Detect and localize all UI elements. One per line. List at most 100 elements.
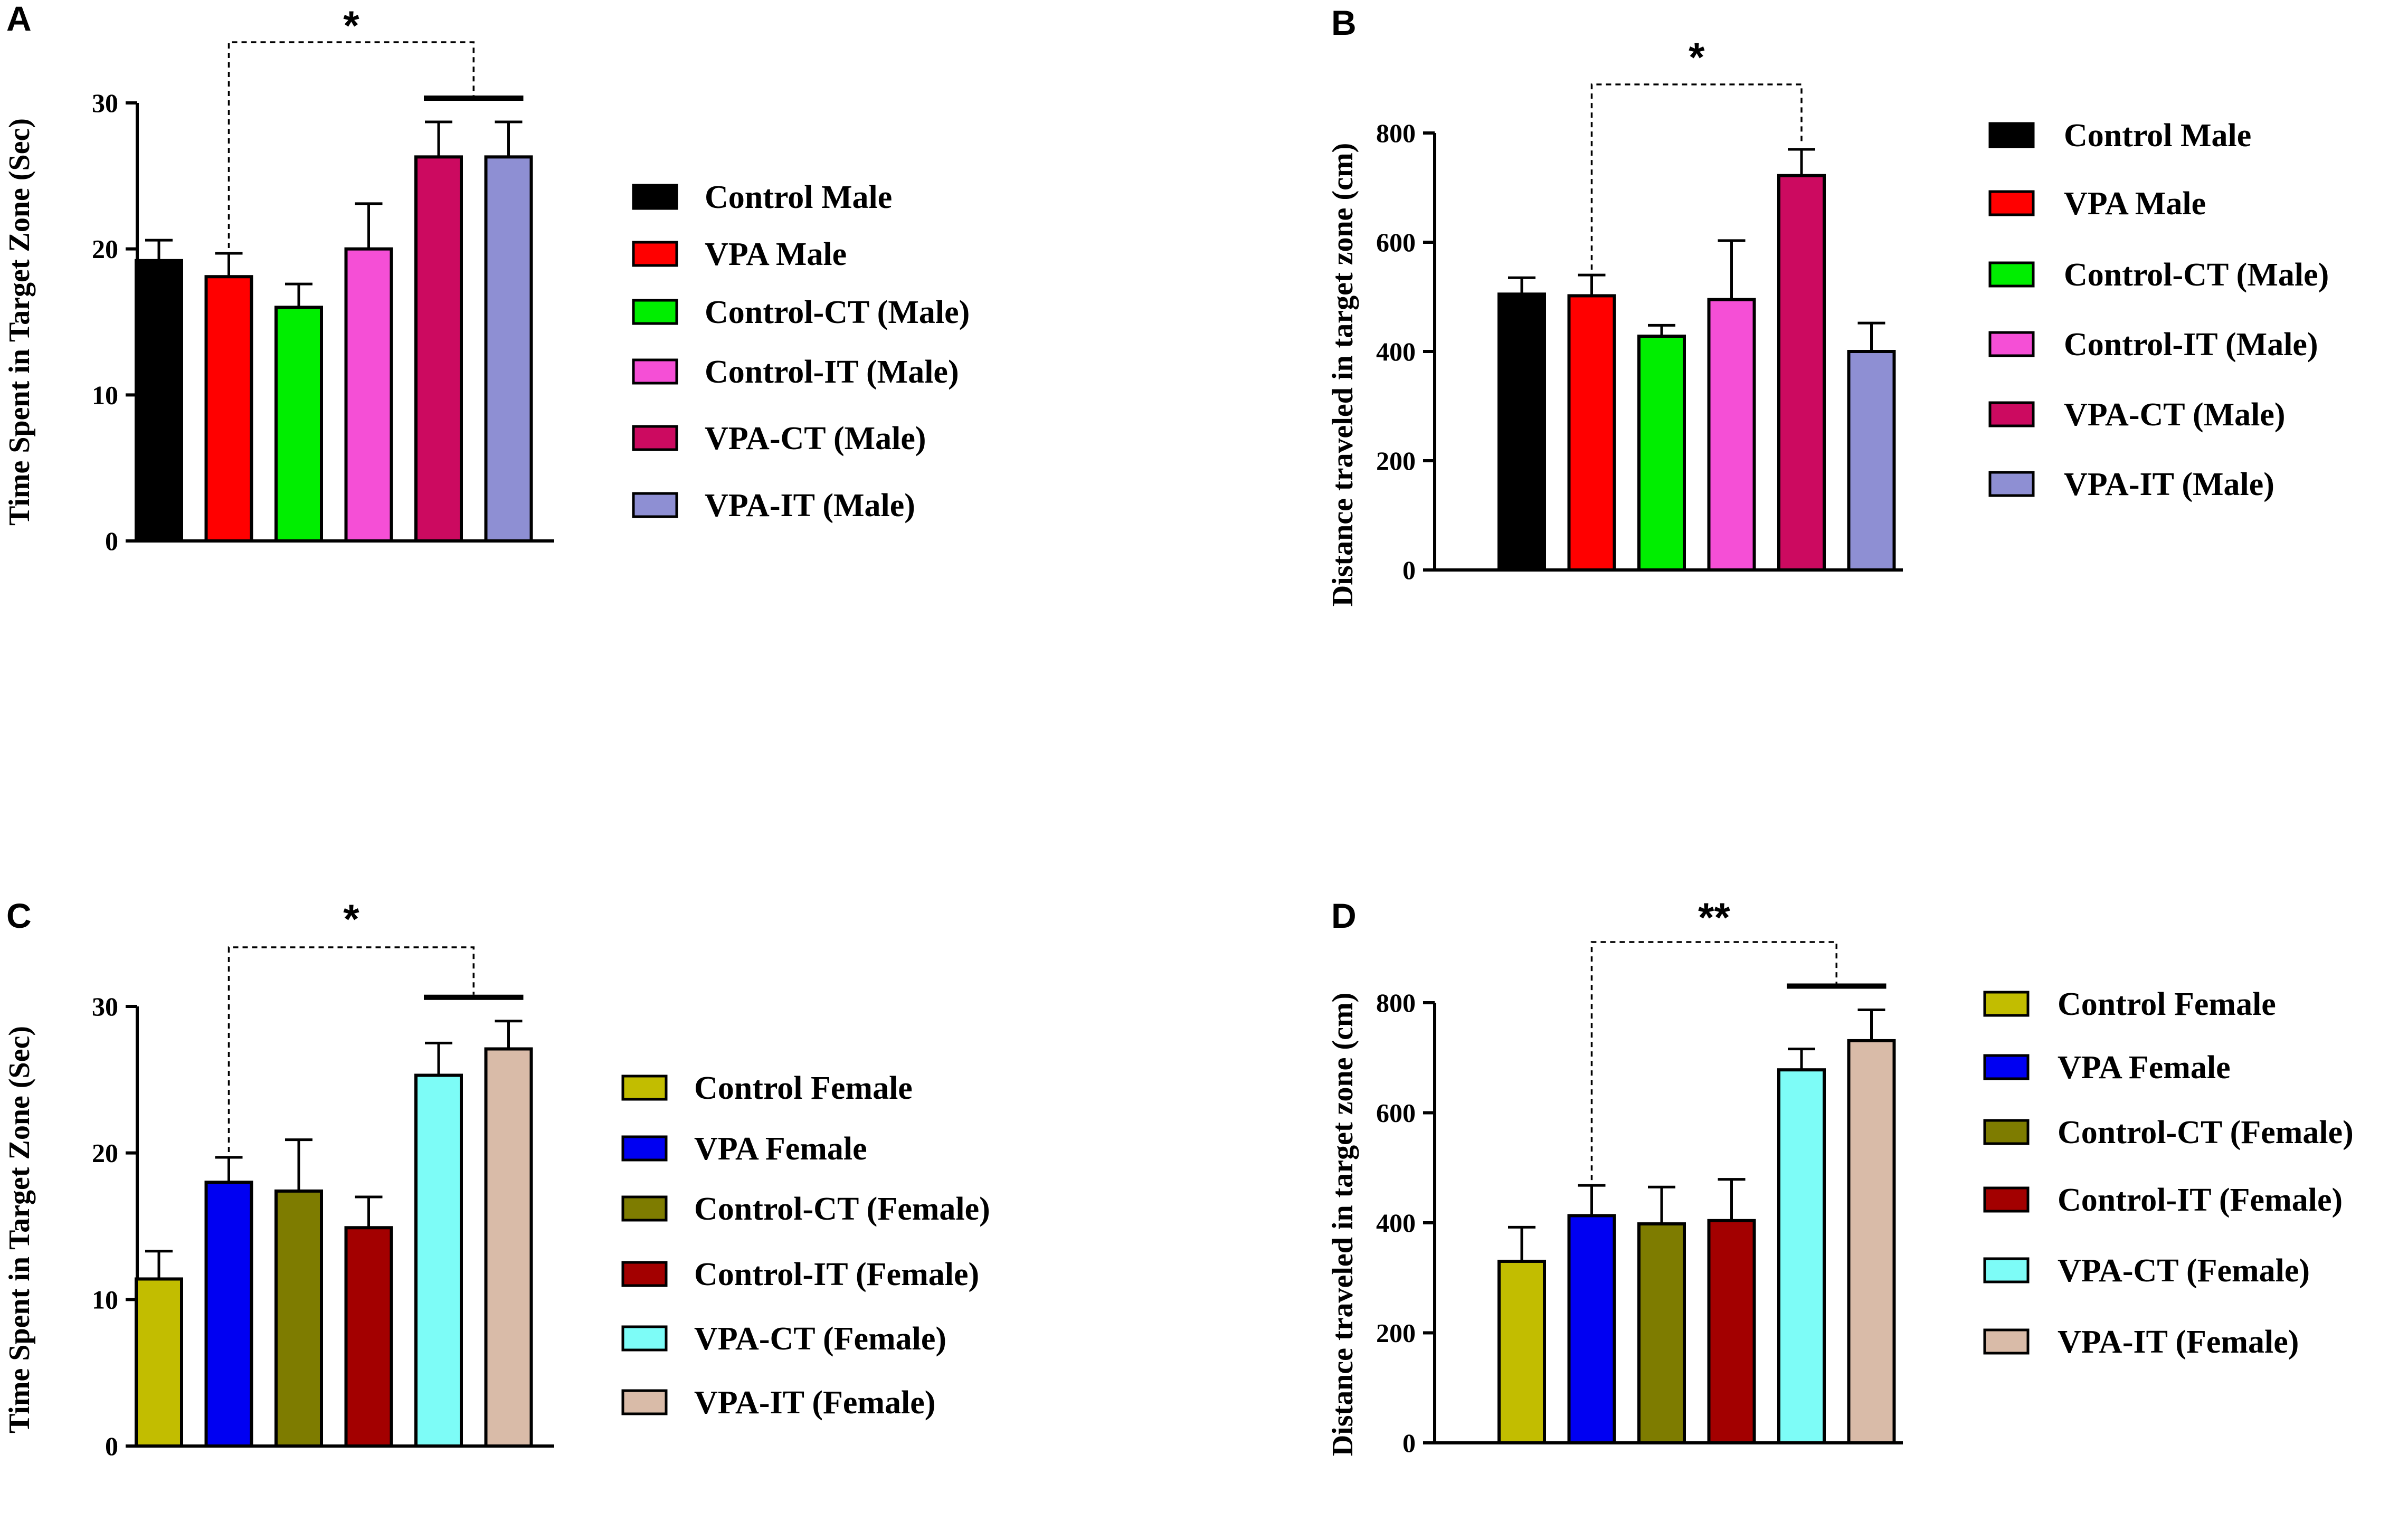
legend: Control Male VPA Male Control-CT (Male) Con…	[1988, 118, 2329, 502]
bar	[344, 1226, 393, 1448]
panel-label: D	[1331, 896, 1357, 935]
bar	[1707, 1219, 1756, 1445]
y-tick-label: 0	[105, 526, 118, 556]
legend-label: Control Female	[694, 1070, 913, 1106]
legend: Control Female VPA Female Control-CT (Fema…	[621, 1070, 990, 1421]
legend-label: Control-CT (Female)	[2058, 1115, 2354, 1150]
legend-swatch	[621, 1389, 668, 1415]
bar	[344, 247, 393, 543]
y-tick-label: 10	[92, 380, 118, 410]
legend-swatch	[621, 1261, 668, 1287]
bar	[1637, 1222, 1686, 1444]
y-axis-title: Distance traveled in target zone (cm)	[1326, 993, 1359, 1457]
bar	[135, 259, 183, 543]
significance-label: *	[1689, 34, 1705, 80]
legend-swatch	[621, 1325, 668, 1352]
significance-label: **	[1698, 894, 1730, 940]
bar	[274, 306, 323, 543]
bar	[414, 155, 463, 543]
y-tick-label: 600	[1376, 227, 1416, 257]
y-axis-title: Time Spent in Target Zone (Sec)	[3, 1026, 36, 1433]
legend-label: VPA-IT (Male)	[705, 488, 915, 524]
bar	[484, 155, 533, 543]
bar	[484, 1047, 533, 1448]
panel-label: C	[6, 896, 32, 935]
legend-swatch	[621, 1135, 668, 1162]
legend-label: Control-CT (Male)	[2064, 257, 2329, 293]
legend-label: VPA Female	[694, 1131, 867, 1167]
significance-bracket	[227, 41, 475, 248]
y-tick-label: 20	[92, 1138, 118, 1168]
y-tick-label: 200	[1376, 446, 1416, 476]
y-tick-label: 0	[1402, 555, 1416, 585]
legend-swatch	[632, 184, 678, 210]
bar	[1847, 1039, 1896, 1444]
legend-swatch	[1988, 471, 2035, 497]
legend-label: Control-IT (Male)	[705, 354, 959, 390]
significance-bracket	[1590, 83, 1803, 270]
legend-label: Control Female	[2058, 986, 2276, 1022]
legend-swatch	[632, 358, 678, 385]
y-tick-label: 600	[1376, 1098, 1416, 1128]
y-tick-label: 30	[92, 992, 118, 1021]
bar	[204, 275, 253, 543]
y-tick-label: 800	[1376, 988, 1416, 1018]
legend-label: Control Male	[705, 179, 892, 215]
legend-swatch	[1983, 991, 2030, 1017]
legend-label: VPA-IT (Female)	[694, 1385, 935, 1421]
bar	[1777, 1068, 1826, 1445]
y-tick-label: 800	[1376, 118, 1416, 148]
legend-label: VPA-CT (Female)	[2058, 1253, 2310, 1289]
bar	[1567, 294, 1616, 572]
panel-label: A	[6, 0, 32, 38]
y-tick-label: 0	[105, 1431, 118, 1461]
legend-swatch	[1983, 1054, 2030, 1080]
y-tick-label: 200	[1376, 1318, 1416, 1348]
legend-swatch	[1988, 261, 2035, 288]
legend-swatch	[1983, 1119, 2030, 1145]
y-axis-title: Distance traveled in target zone (cm)	[1326, 143, 1359, 607]
y-tick-label: 400	[1376, 337, 1416, 366]
legend: Control Male VPA Male Control-CT (Male) Con…	[632, 179, 970, 524]
y-axis-title: Time Spent in Target Zone (Sec)	[3, 118, 36, 526]
bar	[1567, 1214, 1616, 1444]
legend-label: VPA Female	[2058, 1050, 2231, 1086]
legend: Control Female VPA Female Control-CT (Fema…	[1983, 986, 2354, 1360]
y-tick-label: 20	[92, 234, 118, 264]
legend-label: Control Male	[2064, 118, 2251, 154]
legend-swatch	[621, 1074, 668, 1101]
chart-panel-b: B Distance traveled in target zone (cm) 0 2…	[1326, 3, 2329, 606]
legend-swatch	[632, 425, 678, 451]
legend-swatch	[1988, 190, 2035, 216]
legend-label: VPA-IT (Male)	[2064, 467, 2274, 502]
legend-label: Control-IT (Female)	[2058, 1182, 2343, 1218]
legend-swatch	[1983, 1257, 2030, 1283]
bar	[1707, 298, 1756, 572]
legend-swatch	[621, 1195, 668, 1222]
y-tick-label: 30	[92, 88, 118, 118]
legend-swatch	[632, 492, 678, 518]
bar	[1497, 1259, 1546, 1445]
legend-label: VPA-CT (Male)	[705, 421, 926, 457]
panel-label: B	[1331, 3, 1357, 42]
legend-label: Control-IT (Male)	[2064, 327, 2318, 363]
y-tick-label: 10	[92, 1285, 118, 1314]
legend-label: Control-IT (Female)	[694, 1257, 979, 1292]
legend-swatch	[1983, 1328, 2030, 1355]
y-tick-label: 400	[1376, 1208, 1416, 1238]
bar	[274, 1189, 323, 1448]
chart-panel-a: A Time Spent in Target Zone (Sec) 0 10 20 30 *…	[3, 0, 970, 556]
significance-label: *	[343, 896, 359, 942]
legend-label: VPA Male	[2064, 186, 2206, 222]
bar	[1637, 335, 1686, 572]
legend-label: VPA-CT (Female)	[694, 1321, 946, 1357]
significance-label: *	[343, 2, 359, 49]
bar	[1847, 350, 1896, 572]
legend-label: VPA-IT (Female)	[2058, 1324, 2299, 1360]
legend-label: VPA-CT (Male)	[2064, 397, 2286, 433]
bar	[135, 1277, 183, 1448]
legend-label: Control-CT (Male)	[705, 294, 970, 330]
bar	[1777, 174, 1826, 572]
